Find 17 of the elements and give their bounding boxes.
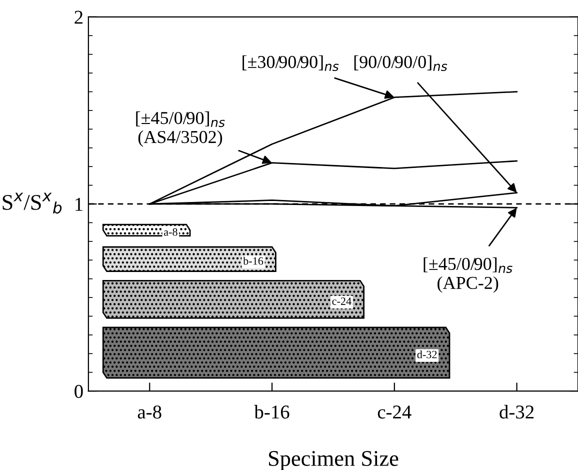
annotation: c-24 xyxy=(332,298,352,305)
x-tick-label: d-32 xyxy=(500,404,534,419)
annotation: [90/0/90/0]$_{ns}$ xyxy=(354,55,448,72)
annotation: b-16 xyxy=(243,256,264,265)
y-axis-title: S$^{x}$/S$^{x}$$_{b}$ xyxy=(2,192,62,214)
annotation: [±30/90/90]$_{ns}$ xyxy=(242,55,339,72)
x-tick-label: a-8 xyxy=(138,405,162,419)
x-tick-label: b-16 xyxy=(254,404,290,419)
annotation: [±45/0/90]$_{ns}$ (APC-2) xyxy=(424,257,512,293)
annotation: a-8 xyxy=(164,228,178,236)
y-tick-label: 0 xyxy=(74,384,83,398)
annotation: [±45/0/90]$_{ns}$ (AS4/3502) xyxy=(136,111,225,147)
x-tick-label: c-24 xyxy=(378,406,412,419)
x-axis-title: Specimen Size xyxy=(268,451,398,470)
y-tick-label: 1 xyxy=(76,198,82,211)
annotation: d-32 xyxy=(417,350,437,358)
y-tick-label: 2 xyxy=(74,10,82,24)
